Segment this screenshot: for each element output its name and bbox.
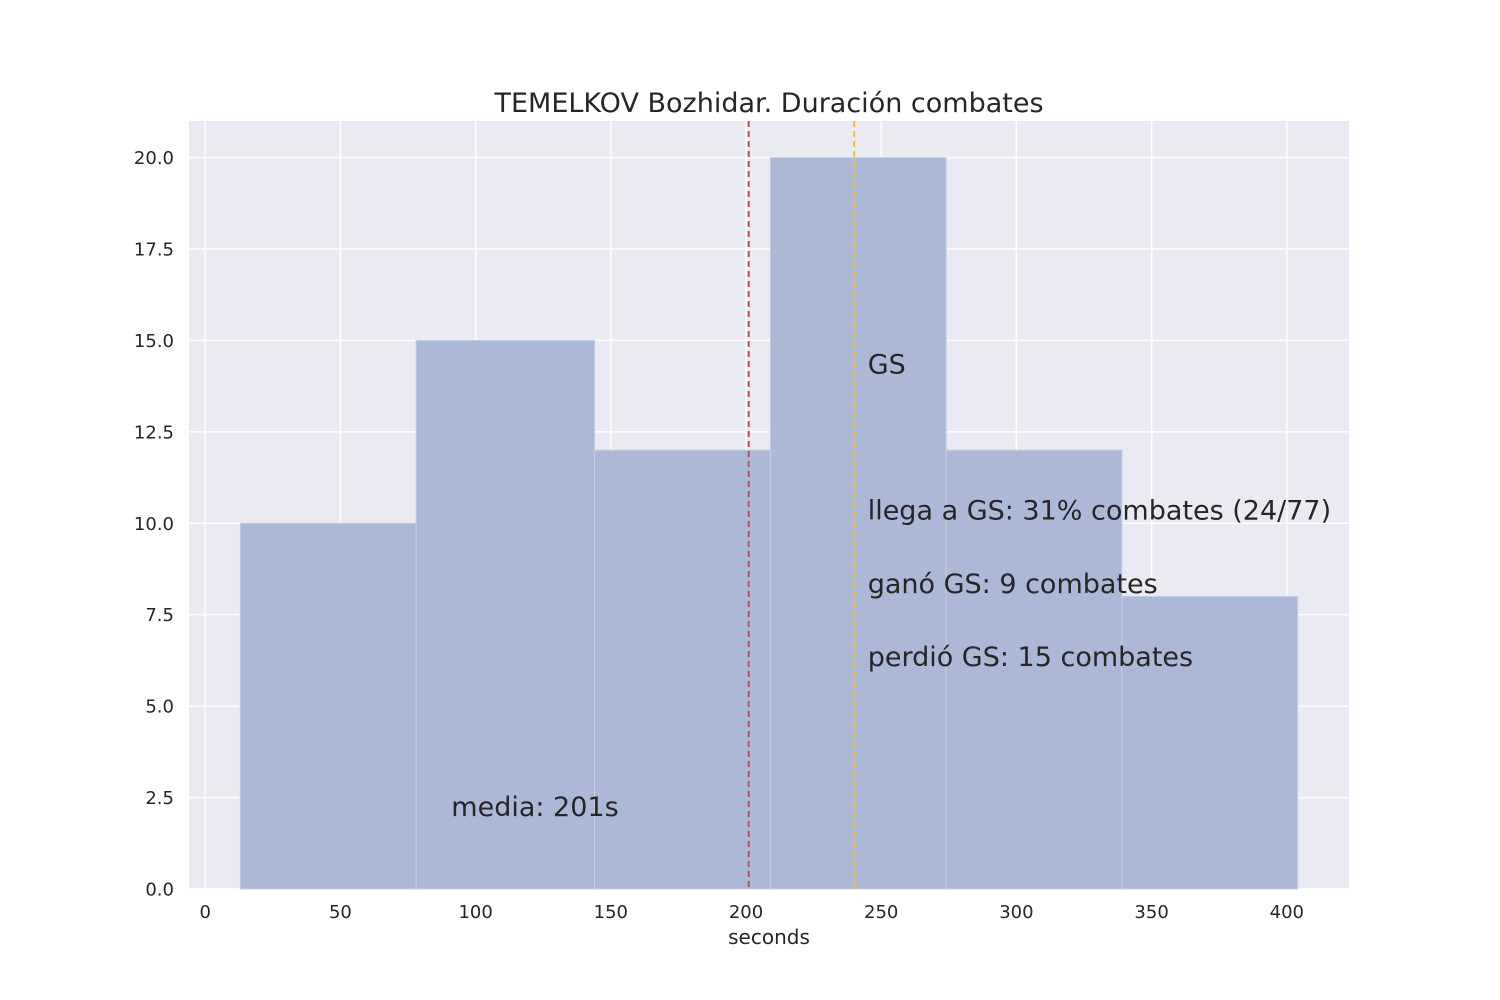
histogram-bar-1 [415, 339, 596, 890]
x-tick-label-2: 100 [458, 902, 492, 923]
y-tick-label-7: 17.5 [134, 240, 174, 261]
annotations: media: 201s GS llega a GS: 31% combates (2… [451, 349, 1331, 823]
y-axis-ticks: 0.0 2.5 5.0 7.5 10.0 12.5 15.0 17.5 20.0 [134, 148, 174, 900]
histogram-bar-3 [769, 157, 947, 890]
y-tick-label-2: 5.0 [145, 697, 174, 718]
x-tick-label-1: 50 [329, 902, 352, 923]
annotation-3: ganó GS: 9 combates [868, 569, 1158, 600]
y-tick-label-5: 12.5 [134, 422, 174, 443]
x-tick-label-7: 350 [1134, 902, 1168, 923]
histogram-bar-5 [1121, 595, 1299, 890]
x-tick-label-8: 400 [1270, 902, 1304, 923]
histogram-bar-2 [594, 449, 771, 890]
reference-lines [747, 121, 856, 889]
x-axis-ticks: 0 50 100 150 200 250 300 350 400 [199, 902, 1303, 923]
histogram-bars [239, 157, 1299, 890]
chart-title: TEMELKOV Bozhidar. Duración combates [493, 88, 1043, 119]
y-tick-label-8: 20.0 [134, 148, 174, 169]
x-tick-label-4: 200 [729, 902, 763, 923]
x-tick-label-3: 150 [594, 902, 628, 923]
x-axis-label: seconds [728, 925, 810, 949]
y-tick-label-0: 0.0 [145, 880, 174, 901]
x-tick-label-6: 300 [999, 902, 1033, 923]
annotation-2: llega a GS: 31% combates (24/77) [868, 496, 1331, 527]
x-tick-label-5: 250 [864, 902, 898, 923]
y-tick-label-4: 10.0 [134, 514, 174, 535]
y-tick-label-1: 2.5 [145, 788, 174, 809]
histogram-bar-4 [945, 449, 1123, 890]
annotation-1: GS [868, 349, 906, 380]
histogram-bar-0 [239, 522, 417, 890]
y-tick-label-3: 7.5 [145, 605, 174, 626]
x-tick-label-0: 0 [199, 902, 210, 923]
y-tick-label-6: 15.0 [134, 331, 174, 352]
annotation-4: perdió GS: 15 combates [868, 642, 1193, 673]
annotation-0: media: 201s [451, 792, 618, 823]
